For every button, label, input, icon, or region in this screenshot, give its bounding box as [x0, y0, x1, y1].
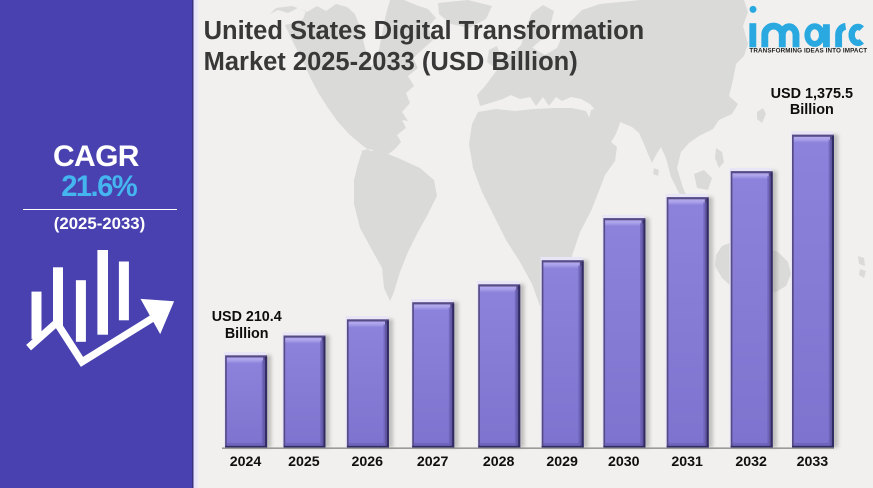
svg-text:TRANSFORMING IDEAS INTO IMPACT: TRANSFORMING IDEAS INTO IMPACT [749, 47, 867, 54]
